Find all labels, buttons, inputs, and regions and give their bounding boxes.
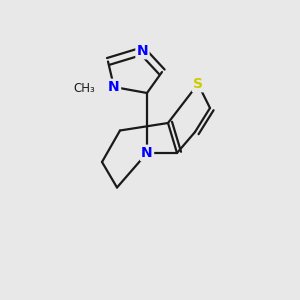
Text: N: N (137, 44, 148, 58)
Text: N: N (108, 80, 120, 94)
Text: S: S (193, 77, 203, 91)
Text: N: N (141, 146, 153, 160)
Text: CH₃: CH₃ (73, 82, 95, 95)
